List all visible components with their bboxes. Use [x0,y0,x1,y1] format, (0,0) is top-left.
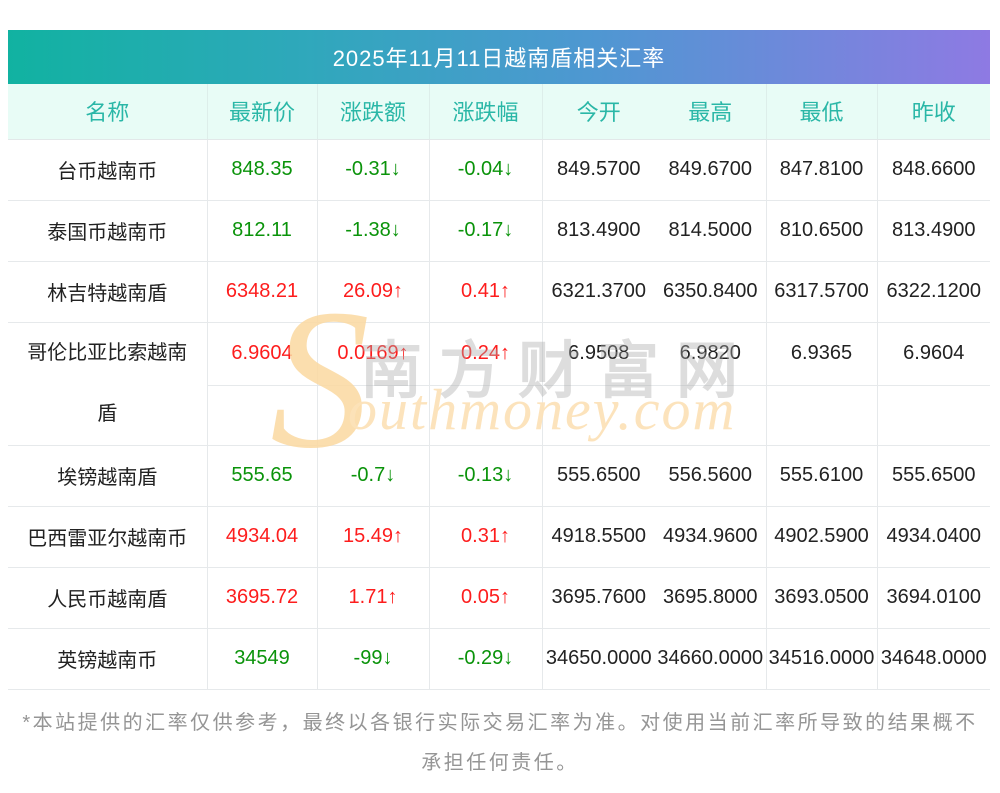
high-cell: 6350.8400 [655,261,767,323]
currency-name-cell: 林吉特越南盾 [8,261,208,323]
low-cell: 4902.5900 [766,506,878,568]
low-cell: 6.9365 [766,322,878,387]
latest-price-cell: 555.65 [207,445,318,507]
change-percent-cell: 0.31↑ [429,506,543,568]
currency-name-text: 哥伦比亚比索越南盾 [27,341,188,425]
col-header-low: 最低 [766,84,878,140]
prev-close-cell: 6322.1200 [877,261,990,323]
latest-price-cell: 3695.72 [207,567,318,629]
change-percent-cell: -0.29↓ [429,628,543,690]
prev-close-cell: 3694.0100 [877,567,990,629]
change-amount-cell: -0.7↓ [317,445,430,507]
empty-cell [877,385,990,446]
col-header-latest-price: 最新价 [207,84,318,140]
open-cell: 555.6500 [542,445,655,507]
currency-name-cell: 巴西雷亚尔越南币 [8,506,208,568]
disclaimer-text: *本站提供的汇率仅供参考，最终以各银行实际交易汇率为准。对使用当前汇率所导致的结… [22,711,978,774]
open-cell: 34650.0000 [542,628,655,690]
change-percent-cell: -0.17↓ [429,200,543,262]
currency-name-cell: 哥伦比亚比索越南盾 [8,322,208,446]
prev-close-cell: 6.9604 [877,322,990,387]
table-row: 林吉特越南盾 6348.21 26.09↑ 0.41↑ 6321.3700 63… [8,261,990,323]
latest-price-cell: 4934.04 [207,506,318,568]
change-amount-cell: 1.71↑ [317,567,430,629]
table-row: 埃镑越南盾 555.65 -0.7↓ -0.13↓ 555.6500 556.5… [8,445,990,507]
latest-price-cell: 848.35 [207,139,318,201]
open-cell: 849.5700 [542,139,655,201]
col-header-name: 名称 [8,84,208,140]
high-cell: 556.5600 [655,445,767,507]
high-cell: 3695.8000 [655,567,767,629]
table-row-spacer [8,385,990,446]
latest-price-cell: 812.11 [207,200,318,262]
table-row: 泰国币越南币 812.11 -1.38↓ -0.17↓ 813.4900 814… [8,200,990,262]
open-cell: 3695.7600 [542,567,655,629]
prev-close-cell: 555.6500 [877,445,990,507]
table-row: 英镑越南币 34549 -99↓ -0.29↓ 34650.0000 34660… [8,628,990,690]
page-title: 2025年11月11日越南盾相关汇率 [332,46,666,71]
open-cell: 6.9508 [542,322,655,387]
empty-cell [207,385,318,446]
low-cell: 3693.0500 [766,567,878,629]
change-amount-cell: -1.38↓ [317,200,430,262]
change-amount-cell: 0.0169↑ [317,322,430,387]
currency-name-cell: 台币越南币 [8,139,208,201]
table-row: 哥伦比亚比索越南盾 6.9604 0.0169↑ 0.24↑ 6.9508 6.… [8,322,990,446]
high-cell: 4934.9600 [655,506,767,568]
change-percent-cell: 0.05↑ [429,567,543,629]
change-percent-cell: 0.24↑ [429,322,543,387]
empty-cell [655,385,767,446]
empty-cell [317,385,430,446]
high-cell: 6.9820 [655,322,767,387]
currency-name-cell: 英镑越南币 [8,628,208,690]
open-cell: 6321.3700 [542,261,655,323]
header-row: 名称 最新价 涨跌额 涨跌幅 今开 最高 最低 昨收 [8,84,990,140]
empty-cell [766,385,878,446]
col-header-high: 最高 [655,84,767,140]
col-header-change-percent: 涨跌幅 [429,84,543,140]
empty-cell [542,385,655,446]
change-amount-cell: 26.09↑ [317,261,430,323]
low-cell: 555.6100 [766,445,878,507]
low-cell: 34516.0000 [766,628,878,690]
low-cell: 810.6500 [766,200,878,262]
change-amount-cell: -0.31↓ [317,139,430,201]
open-cell: 813.4900 [542,200,655,262]
high-cell: 849.6700 [655,139,767,201]
currency-name-cell: 埃镑越南盾 [8,445,208,507]
currency-name-cell: 泰国币越南币 [8,200,208,262]
prev-close-cell: 813.4900 [877,200,990,262]
latest-price-cell: 6.9604 [207,322,318,387]
low-cell: 6317.5700 [766,261,878,323]
col-header-prev-close: 昨收 [877,84,990,140]
change-amount-cell: 15.49↑ [317,506,430,568]
prev-close-cell: 848.6600 [877,139,990,201]
latest-price-cell: 34549 [207,628,318,690]
exchange-rate-table-area: 南方财富网 S outhmoney.com 名称 最新价 涨跌额 涨跌幅 今开 … [8,84,990,690]
high-cell: 34660.0000 [655,628,767,690]
col-header-open: 今开 [542,84,655,140]
high-cell: 814.5000 [655,200,767,262]
prev-close-cell: 34648.0000 [877,628,990,690]
table-row: 台币越南币 848.35 -0.31↓ -0.04↓ 849.5700 849.… [8,139,990,201]
low-cell: 847.8100 [766,139,878,201]
col-header-change-amount: 涨跌额 [317,84,430,140]
prev-close-cell: 4934.0400 [877,506,990,568]
table-row: 巴西雷亚尔越南币 4934.04 15.49↑ 0.31↑ 4918.5500 … [8,506,990,568]
change-percent-cell: -0.04↓ [429,139,543,201]
table-row: 人民币越南盾 3695.72 1.71↑ 0.05↑ 3695.7600 369… [8,567,990,629]
open-cell: 4918.5500 [542,506,655,568]
currency-name-cell: 人民币越南盾 [8,567,208,629]
change-amount-cell: -99↓ [317,628,430,690]
latest-price-cell: 6348.21 [207,261,318,323]
change-percent-cell: 0.41↑ [429,261,543,323]
table-title-bar: 2025年11月11日越南盾相关汇率 [8,30,990,84]
exchange-rate-table: 名称 最新价 涨跌额 涨跌幅 今开 最高 最低 昨收 台币越南币 848.35 … [8,84,990,690]
change-percent-cell: -0.13↓ [429,445,543,507]
empty-cell [429,385,543,446]
